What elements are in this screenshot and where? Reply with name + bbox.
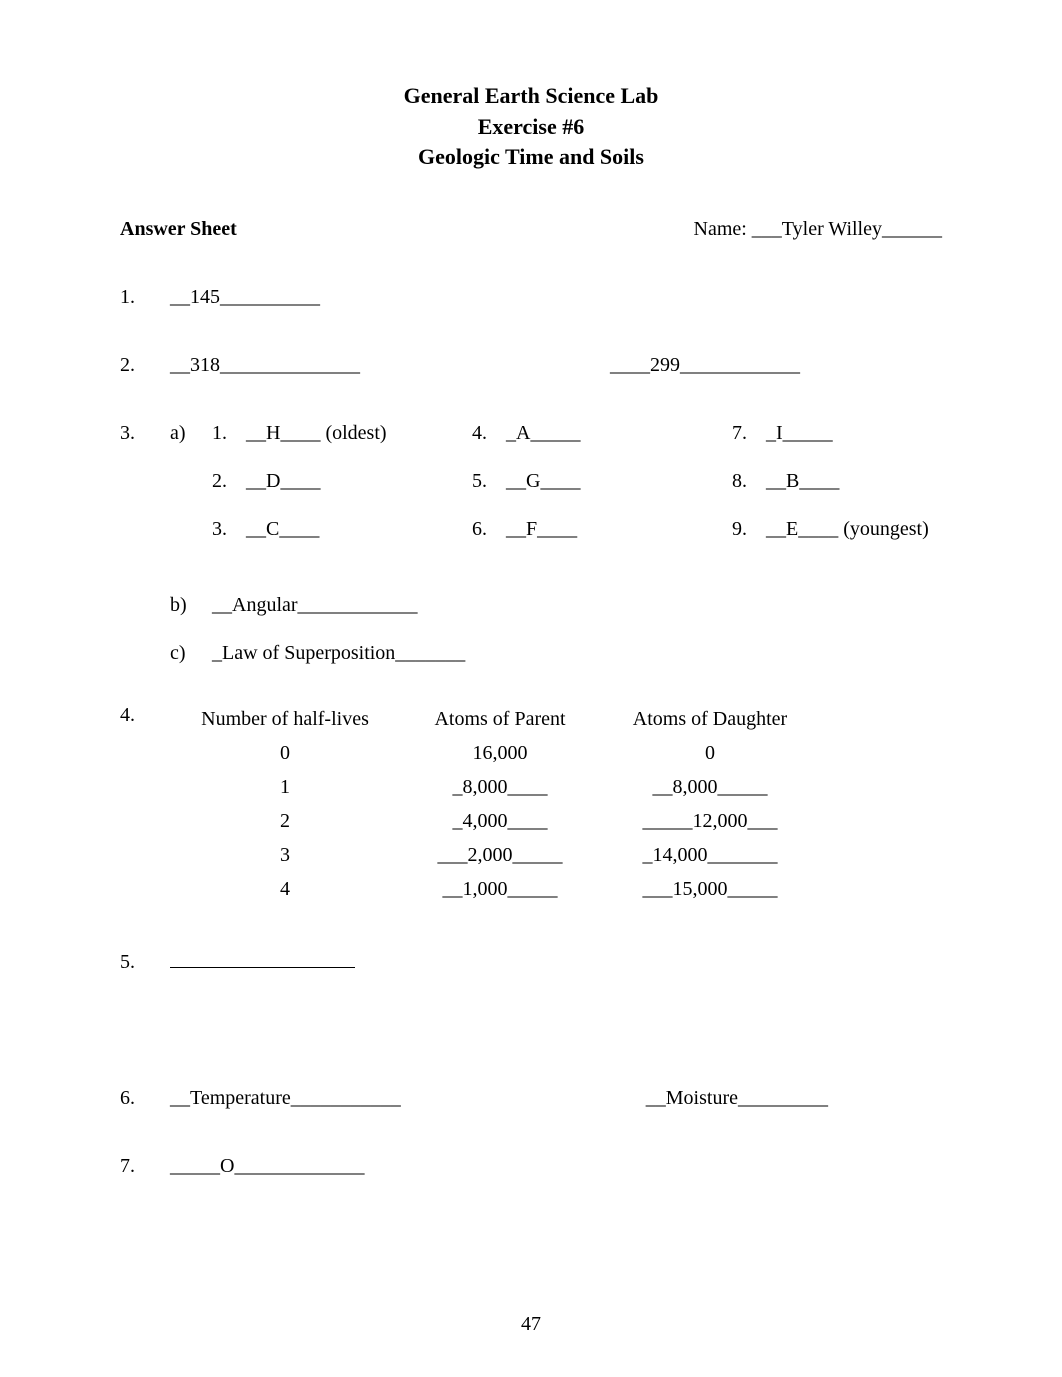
cell-daughter-3: _14,000_______ bbox=[600, 838, 820, 872]
layer-5-num: 5. bbox=[472, 468, 506, 494]
header-half-lives: Number of half-lives bbox=[170, 702, 400, 736]
layer-4: 4._A_____ bbox=[472, 420, 732, 446]
cell-parent-0: 16,000 bbox=[400, 736, 600, 770]
header-row: Answer Sheet Name: ___Tyler Willey______ bbox=[120, 216, 942, 242]
q3-number: 3. bbox=[120, 420, 170, 564]
q6-left-value: __Temperature___________ bbox=[170, 1085, 401, 1111]
q3b-spacer bbox=[120, 592, 170, 618]
q1-number: 1. bbox=[120, 284, 170, 310]
layer-6-num: 6. bbox=[472, 516, 506, 542]
answer-sheet-label: Answer Sheet bbox=[120, 216, 237, 242]
cell-parent-3: ___2,000_____ bbox=[400, 838, 600, 872]
table-row: 2 _4,000____ _____12,000___ bbox=[170, 804, 820, 838]
cell-parent-4: __1,000_____ bbox=[400, 872, 600, 906]
layer-6-val: __F____ bbox=[506, 518, 577, 540]
title-line-3: Geologic Time and Soils bbox=[120, 143, 942, 172]
cell-hl-2: 2 bbox=[170, 804, 400, 838]
half-life-table: Number of half-lives Atoms of Parent Ato… bbox=[170, 702, 820, 906]
layer-8-num: 8. bbox=[732, 468, 766, 494]
q3-c-value: _Law of Superposition_______ bbox=[212, 640, 465, 666]
question-7: 7. _____O_____________ bbox=[120, 1153, 942, 1179]
layer-6: 6.__F____ bbox=[472, 516, 732, 542]
q2-number: 2. bbox=[120, 352, 170, 378]
q3-col-2: 4._A_____ 5.__G____ 6.__F____ bbox=[472, 420, 732, 564]
layer-9-num: 9. bbox=[732, 516, 766, 542]
layer-3-val: __C____ bbox=[246, 518, 319, 540]
question-2: 2. __318______________ ____299__________… bbox=[120, 352, 942, 378]
q2-right-value: ____299____________ bbox=[610, 352, 800, 378]
table-row: 3 ___2,000_____ _14,000_______ bbox=[170, 838, 820, 872]
layer-9-val: __E____ (youngest) bbox=[766, 518, 929, 540]
cell-daughter-1: __8,000_____ bbox=[600, 770, 820, 804]
q5-number: 5. bbox=[120, 949, 170, 975]
q7-number: 7. bbox=[120, 1153, 170, 1179]
cell-hl-1: 1 bbox=[170, 770, 400, 804]
layer-7: 7._I_____ bbox=[732, 420, 992, 446]
table-header-row: Number of half-lives Atoms of Parent Ato… bbox=[170, 702, 820, 736]
cell-daughter-2: _____12,000___ bbox=[600, 804, 820, 838]
title-line-1: General Earth Science Lab bbox=[120, 82, 942, 111]
layer-7-num: 7. bbox=[732, 420, 766, 446]
q6-right-value: __Moisture_________ bbox=[646, 1085, 828, 1111]
layer-2-num: 2. bbox=[212, 468, 246, 494]
layer-1-val: __H____ (oldest) bbox=[246, 422, 387, 444]
page-number: 47 bbox=[0, 1311, 1062, 1337]
question-6: 6. __Temperature___________ __Moisture__… bbox=[120, 1085, 942, 1111]
layer-3-num: 3. bbox=[212, 516, 246, 542]
cell-hl-0: 0 bbox=[170, 736, 400, 770]
q6-number: 6. bbox=[120, 1085, 170, 1111]
layer-9: 9.__E____ (youngest) bbox=[732, 516, 992, 542]
q3-sub-b-row: b) __Angular____________ bbox=[120, 592, 942, 618]
layer-5-val: __G____ bbox=[506, 470, 580, 492]
layer-1: 1.__H____ (oldest) bbox=[212, 420, 472, 446]
cell-parent-1: _8,000____ bbox=[400, 770, 600, 804]
q4-number: 4. bbox=[120, 702, 170, 906]
question-1: 1. __145__________ bbox=[120, 284, 942, 310]
cell-daughter-4: ___15,000_____ bbox=[600, 872, 820, 906]
header-parent: Atoms of Parent bbox=[400, 702, 600, 736]
layer-8: 8.__B____ bbox=[732, 468, 992, 494]
question-5: 5. bbox=[120, 948, 942, 975]
cell-hl-3: 3 bbox=[170, 838, 400, 872]
cell-hl-4: 4 bbox=[170, 872, 400, 906]
layer-4-val: _A_____ bbox=[506, 422, 580, 444]
layer-7-val: _I_____ bbox=[766, 422, 833, 444]
q3-col-1: 1.__H____ (oldest) 2.__D____ 3.__C____ bbox=[212, 420, 472, 564]
title-line-2: Exercise #6 bbox=[120, 113, 942, 142]
layer-2-val: __D____ bbox=[246, 470, 320, 492]
name-field: Name: ___Tyler Willey______ bbox=[694, 216, 943, 242]
table-row: 1 _8,000____ __8,000_____ bbox=[170, 770, 820, 804]
q3-b-value: __Angular____________ bbox=[212, 592, 418, 618]
question-4: 4. Number of half-lives Atoms of Parent … bbox=[120, 702, 942, 906]
q2-left-value: __318______________ bbox=[170, 352, 360, 378]
layer-1-num: 1. bbox=[212, 420, 246, 446]
layer-2: 2.__D____ bbox=[212, 468, 472, 494]
table-row: 4 __1,000_____ ___15,000_____ bbox=[170, 872, 820, 906]
layer-8-val: __B____ bbox=[766, 470, 839, 492]
q3-sub-c: c) bbox=[170, 640, 212, 666]
layer-3: 3.__C____ bbox=[212, 516, 472, 542]
title-block: General Earth Science Lab Exercise #6 Ge… bbox=[120, 82, 942, 172]
q5-blank bbox=[170, 948, 355, 968]
q3-sub-b: b) bbox=[170, 592, 212, 618]
q1-value: __145__________ bbox=[170, 284, 320, 310]
q3-sub-a: a) bbox=[170, 420, 212, 564]
cell-daughter-0: 0 bbox=[600, 736, 820, 770]
q3c-spacer bbox=[120, 640, 170, 666]
layer-5: 5.__G____ bbox=[472, 468, 732, 494]
cell-parent-2: _4,000____ bbox=[400, 804, 600, 838]
question-3: 3. a) 1.__H____ (oldest) 2.__D____ 3.__C… bbox=[120, 420, 942, 666]
q3-col-3: 7._I_____ 8.__B____ 9.__E____ (youngest) bbox=[732, 420, 992, 564]
table-row: 0 16,000 0 bbox=[170, 736, 820, 770]
layer-4-num: 4. bbox=[472, 420, 506, 446]
q3-sub-c-row: c) _Law of Superposition_______ bbox=[120, 640, 942, 666]
q7-value: _____O_____________ bbox=[170, 1153, 364, 1179]
header-daughter: Atoms of Daughter bbox=[600, 702, 820, 736]
